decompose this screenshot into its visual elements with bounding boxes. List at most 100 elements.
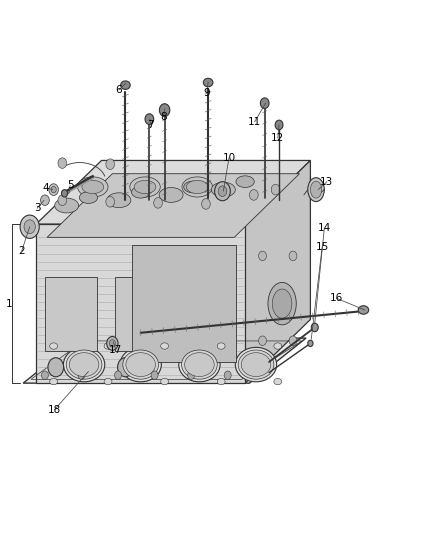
Text: 18: 18 — [48, 405, 61, 415]
Ellipse shape — [217, 343, 225, 349]
Circle shape — [61, 190, 67, 197]
Ellipse shape — [274, 378, 282, 385]
Polygon shape — [115, 277, 167, 351]
Text: 14: 14 — [318, 223, 331, 233]
Ellipse shape — [268, 282, 296, 325]
Text: 15: 15 — [315, 242, 329, 252]
Ellipse shape — [241, 353, 271, 376]
Text: 5: 5 — [67, 180, 74, 190]
Ellipse shape — [159, 188, 183, 203]
Circle shape — [151, 371, 158, 379]
Circle shape — [58, 158, 67, 168]
Circle shape — [20, 215, 39, 238]
Circle shape — [49, 184, 58, 196]
Text: 10: 10 — [223, 153, 236, 163]
Ellipse shape — [272, 289, 292, 318]
Ellipse shape — [185, 353, 214, 376]
Text: 4: 4 — [43, 183, 49, 193]
Ellipse shape — [274, 343, 282, 349]
Circle shape — [258, 336, 266, 345]
Circle shape — [58, 195, 67, 206]
Ellipse shape — [161, 343, 169, 349]
Text: 8: 8 — [160, 112, 167, 122]
Ellipse shape — [69, 353, 99, 376]
Circle shape — [24, 220, 35, 233]
Circle shape — [260, 98, 269, 109]
Ellipse shape — [120, 348, 161, 382]
Circle shape — [271, 184, 280, 195]
Polygon shape — [47, 174, 300, 237]
Ellipse shape — [179, 348, 220, 382]
Polygon shape — [132, 245, 237, 362]
Ellipse shape — [236, 176, 254, 188]
Circle shape — [308, 340, 313, 346]
Ellipse shape — [238, 350, 274, 379]
Polygon shape — [245, 160, 311, 383]
Circle shape — [106, 197, 115, 207]
Text: 1: 1 — [6, 298, 13, 309]
Circle shape — [42, 371, 48, 379]
Circle shape — [289, 336, 297, 345]
Ellipse shape — [182, 350, 217, 379]
Text: 12: 12 — [271, 133, 284, 143]
Ellipse shape — [78, 177, 108, 197]
Circle shape — [115, 371, 121, 379]
Circle shape — [117, 358, 133, 377]
Circle shape — [250, 190, 258, 200]
Ellipse shape — [358, 306, 369, 314]
Ellipse shape — [126, 353, 155, 376]
Circle shape — [48, 358, 64, 377]
Ellipse shape — [55, 198, 79, 213]
Circle shape — [311, 323, 318, 332]
Text: 7: 7 — [147, 120, 154, 130]
Circle shape — [289, 251, 297, 261]
Ellipse shape — [134, 180, 156, 193]
Ellipse shape — [235, 348, 277, 382]
Ellipse shape — [131, 187, 150, 198]
Circle shape — [159, 104, 170, 116]
Polygon shape — [23, 338, 306, 383]
Ellipse shape — [186, 180, 208, 193]
Circle shape — [275, 120, 283, 130]
Ellipse shape — [130, 177, 160, 197]
Circle shape — [201, 199, 210, 209]
Circle shape — [258, 251, 266, 261]
Text: 3: 3 — [34, 203, 40, 213]
Ellipse shape — [64, 348, 105, 382]
Ellipse shape — [308, 177, 324, 201]
Ellipse shape — [311, 181, 322, 198]
Ellipse shape — [120, 81, 130, 90]
Circle shape — [78, 371, 85, 379]
Ellipse shape — [182, 177, 212, 197]
Ellipse shape — [104, 378, 112, 385]
Ellipse shape — [212, 182, 235, 197]
Circle shape — [154, 198, 162, 208]
Text: 9: 9 — [204, 87, 210, 98]
Ellipse shape — [217, 378, 225, 385]
Circle shape — [215, 182, 230, 201]
Circle shape — [224, 371, 231, 379]
Ellipse shape — [66, 350, 102, 379]
Text: 13: 13 — [320, 176, 334, 187]
Circle shape — [187, 371, 194, 379]
Circle shape — [107, 336, 118, 350]
Circle shape — [145, 114, 154, 124]
Ellipse shape — [79, 192, 98, 204]
Circle shape — [41, 195, 49, 206]
Ellipse shape — [107, 193, 131, 208]
Polygon shape — [36, 160, 311, 224]
Circle shape — [51, 187, 56, 193]
Circle shape — [218, 186, 227, 197]
Ellipse shape — [184, 181, 202, 193]
Polygon shape — [45, 277, 97, 351]
Ellipse shape — [104, 343, 112, 349]
Circle shape — [81, 358, 96, 377]
Ellipse shape — [49, 378, 57, 385]
Ellipse shape — [161, 378, 169, 385]
Circle shape — [110, 340, 116, 347]
Text: 16: 16 — [330, 293, 343, 303]
Polygon shape — [36, 224, 245, 383]
Ellipse shape — [123, 350, 159, 379]
Ellipse shape — [49, 343, 57, 349]
Text: 17: 17 — [109, 345, 123, 355]
